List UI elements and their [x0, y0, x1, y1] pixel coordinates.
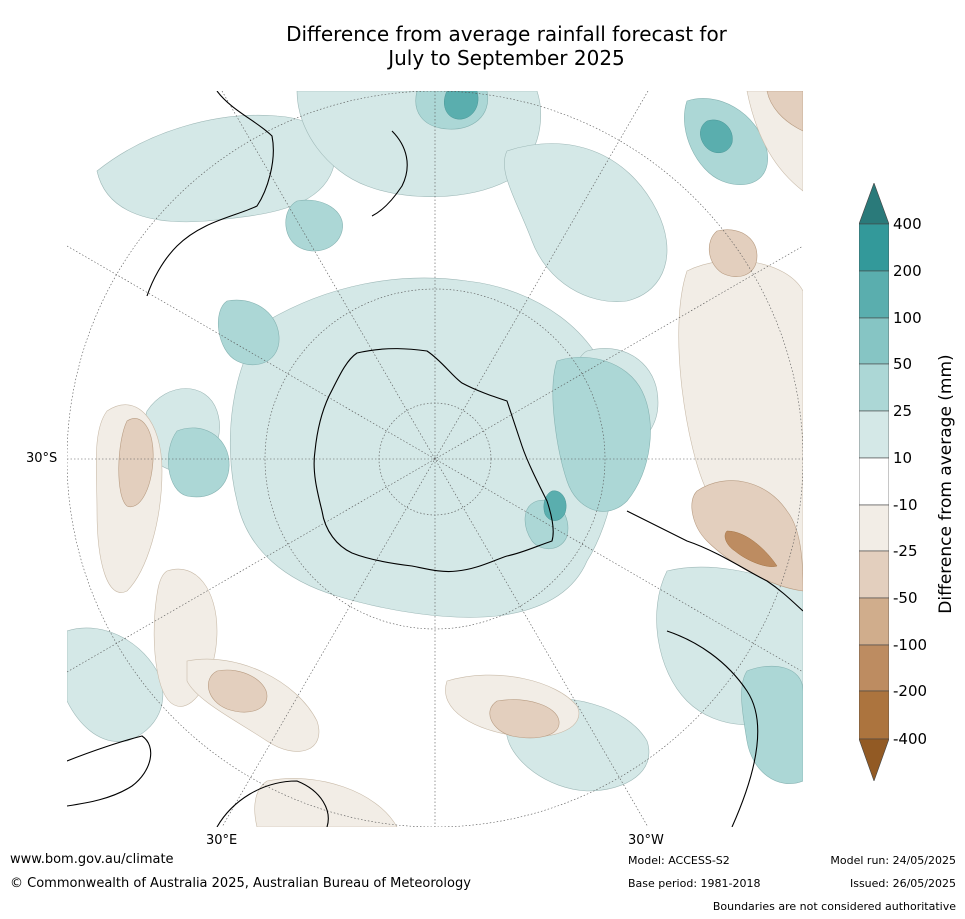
- map-title-line1: Difference from average rainfall forecas…: [286, 22, 727, 46]
- colorbar-tick: 100: [893, 309, 922, 327]
- rainfall-anomaly-map: [67, 91, 803, 827]
- longitude-label-30e: 30°E: [206, 833, 238, 848]
- colorbar-segment-50-100: [858, 317, 890, 365]
- negative-anomaly-50-200: [724, 530, 778, 567]
- colorbar-segment-m25-m50: [858, 550, 890, 599]
- colorbar-tick: 10: [893, 449, 913, 467]
- south-america-coast: [626, 510, 803, 612]
- colorbar-segment-10-25: [858, 410, 890, 459]
- colorbar-tick: 50: [893, 355, 913, 373]
- colorbar-segment-m100-m200: [858, 644, 890, 692]
- colorbar-tick: -400: [893, 730, 928, 748]
- colorbar: [858, 182, 890, 782]
- colorbar-tick: -10: [893, 496, 918, 514]
- colorbar-tick: -50: [893, 589, 918, 607]
- longitude-label-30w: 30°W: [628, 833, 664, 848]
- colorbar-tick: -100: [893, 636, 928, 654]
- map-title: Difference from average rainfall forecas…: [0, 22, 965, 70]
- colorbar-extend-bottom: [858, 738, 890, 782]
- map-title-line2: July to September 2025: [388, 46, 625, 70]
- base-period-text: Base period: 1981-2018: [628, 877, 761, 890]
- graticule: [67, 91, 803, 827]
- issued-text: Issued: 26/05/2025: [849, 877, 956, 890]
- colorbar-svg: [858, 182, 890, 782]
- model-run-text: Model run: 24/05/2025: [830, 854, 956, 867]
- colorbar-tick: 200: [893, 262, 922, 280]
- disclaimer-text: Boundaries are not considered authoritat…: [712, 900, 956, 913]
- colorbar-tick: -25: [893, 542, 918, 560]
- latitude-label-30s: 30°S: [26, 451, 58, 466]
- colorbar-segment-200-400: [858, 223, 890, 272]
- colorbar-segment-m200-m400: [858, 690, 890, 740]
- website-link[interactable]: www.bom.gov.au/climate: [10, 852, 174, 867]
- colorbar-segment-25-50: [858, 363, 890, 412]
- colorbar-segment-neutral: [858, 457, 890, 506]
- colorbar-segment-m50-m100: [858, 597, 890, 646]
- australia-coast: [146, 91, 274, 297]
- colorbar-segment-m10-m25: [858, 504, 890, 552]
- south-america-east-coast: [666, 630, 759, 827]
- colorbar-tick: 400: [893, 215, 922, 233]
- new-zealand-coast: [371, 130, 408, 217]
- antarctica-coast: [313, 348, 554, 573]
- map-svg: [67, 91, 803, 827]
- colorbar-segment-100-200: [858, 270, 890, 319]
- africa-south-coast: [216, 780, 329, 827]
- colorbar-label: Difference from average (mm): [936, 354, 956, 614]
- colorbar-tick: -200: [893, 682, 928, 700]
- model-text: Model: ACCESS-S2: [628, 854, 730, 867]
- colorbar-tick: 25: [893, 402, 913, 420]
- africa-coast: [67, 735, 152, 807]
- colorbar-extend-top: [858, 182, 890, 225]
- positive-anomaly-50-200: [444, 91, 733, 521]
- copyright-text: © Commonwealth of Australia 2025, Austra…: [10, 876, 471, 891]
- coastlines: [67, 91, 803, 827]
